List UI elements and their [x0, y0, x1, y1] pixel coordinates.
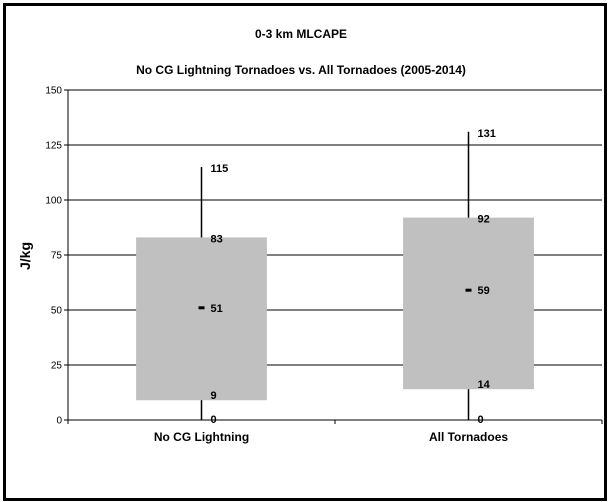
y-tick-label: 100 [45, 196, 62, 207]
box-iqr [403, 217, 534, 390]
q3-label: 92 [478, 214, 490, 226]
max-label: 115 [211, 163, 229, 175]
y-tick-label: 75 [51, 251, 63, 262]
median-label: 51 [211, 303, 223, 315]
median-label: 59 [478, 285, 490, 297]
chart-subtitle: No CG Lightning Tornadoes vs. All Tornad… [136, 63, 466, 77]
y-tick-label: 125 [45, 141, 62, 152]
x-category-label: All Tornadoes [429, 430, 508, 444]
x-category-labels: No CG Lightning All Tornadoes [154, 430, 509, 444]
chart-title: 0-3 km MLCAPE [255, 27, 347, 41]
y-tick-labels: 0 25 50 75 100 125 150 [45, 86, 62, 427]
y-tick-label: 25 [51, 361, 63, 372]
chart-frame: 0-3 km MLCAPE No CG Lightning Tornadoes … [3, 3, 607, 501]
q1-label: 9 [211, 390, 217, 402]
y-tick-label: 50 [51, 306, 63, 317]
y-tick-label: 150 [45, 86, 62, 97]
box-iqr [136, 237, 267, 401]
y-tick-label: 0 [56, 416, 62, 427]
boxplot-chart: 0-3 km MLCAPE No CG Lightning Tornadoes … [17, 27, 603, 444]
q1-label: 14 [478, 379, 491, 391]
x-category-label: No CG Lightning [154, 430, 249, 444]
y-axis-label: J/kg [17, 242, 33, 270]
q3-label: 83 [211, 233, 223, 245]
axes [64, 89, 603, 424]
max-label: 131 [478, 128, 496, 140]
